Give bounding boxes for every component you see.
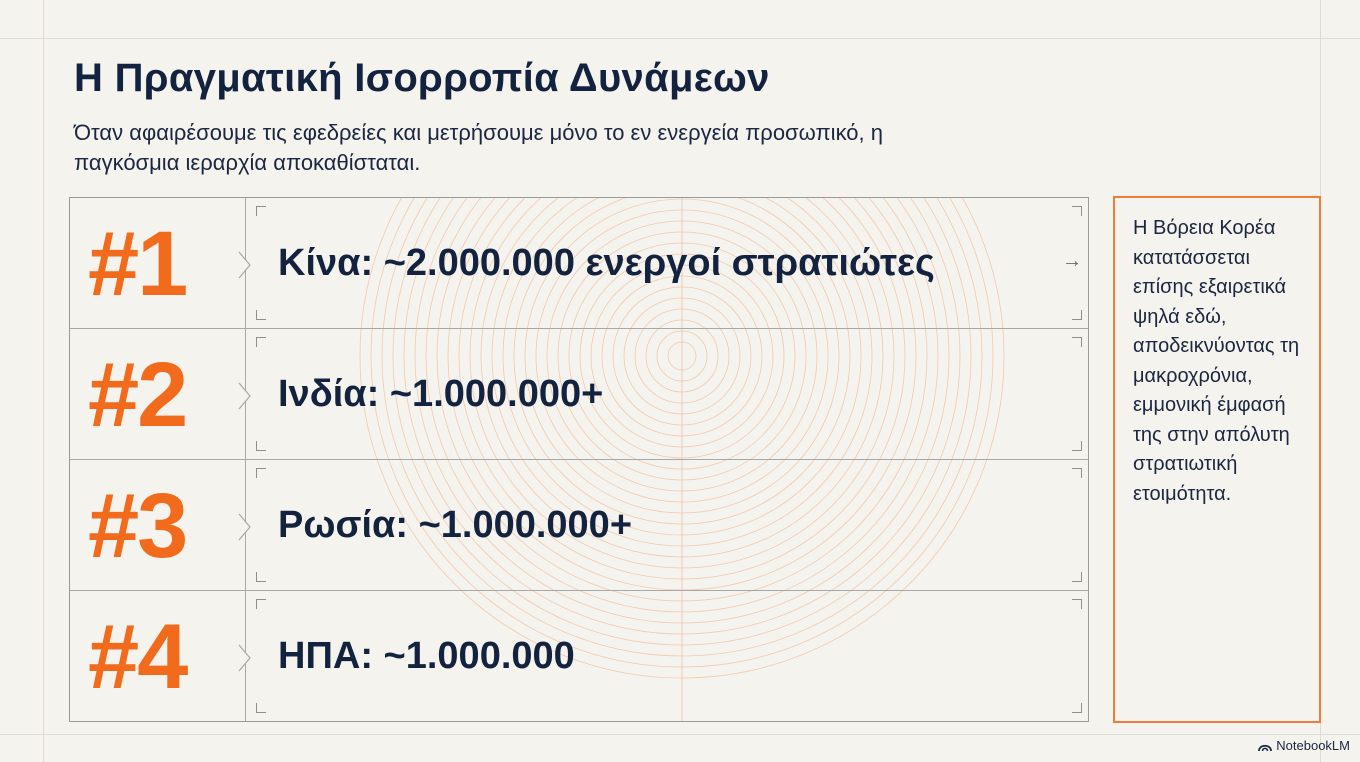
ranking-row: #3 Ρωσία: ~1.000.000+ [70,460,1088,591]
ranking-label: Κίνα: ~2.000.000 ενεργοί στρατιώτες [278,242,935,284]
rank-cell: #3 [70,460,246,590]
notebooklm-logo-icon [1258,744,1273,751]
corner-mark [256,599,266,609]
corner-mark [1072,599,1082,609]
ranking-table: #1 Κίνα: ~2.000.000 ενεργοί στρατιώτες →… [69,197,1089,722]
corner-mark [256,703,266,713]
chevron-right-icon [238,382,251,410]
brand-label: NotebookLM [1276,738,1350,753]
slide-title: Η Πραγματική Ισορροπία Δυνάμεων [74,56,770,100]
rank-cell: #4 [70,591,246,721]
rank-number: #4 [88,606,188,708]
corner-mark [1072,441,1082,451]
corner-mark [256,468,266,478]
guide-line [0,38,1360,39]
corner-mark [1072,310,1082,320]
corner-mark [256,572,266,582]
ranking-row: #2 Ινδία: ~1.000.000+ [70,329,1088,460]
notebooklm-watermark: NotebookLM [1258,738,1350,753]
corner-mark [256,441,266,451]
rank-number: #3 [88,475,188,577]
guide-line [43,0,44,762]
ranking-row: #1 Κίνα: ~2.000.000 ενεργοί στρατιώτες → [70,198,1088,329]
rank-cell: #1 [70,198,246,328]
ranking-label: ΗΠΑ: ~1.000.000 [278,635,575,677]
ranking-row: #4 ΗΠΑ: ~1.000.000 [70,591,1088,721]
rank-cell: #2 [70,329,246,459]
note-callout: Η Βόρεια Κορέα κατατάσσεται επίσης εξαιρ… [1113,196,1321,723]
guide-line [0,734,1360,735]
corner-mark [1072,572,1082,582]
rank-number: #2 [88,344,188,446]
chevron-right-icon [238,644,251,672]
corner-mark [1072,337,1082,347]
ranking-label: Ινδία: ~1.000.000+ [278,373,604,415]
ranking-label: Ρωσία: ~1.000.000+ [278,504,633,546]
corner-mark [256,206,266,216]
corner-mark [256,337,266,347]
chevron-right-icon [238,513,251,541]
slide-subtitle: Όταν αφαιρέσουμε τις εφεδρείες και μετρή… [74,120,883,175]
corner-mark [1072,206,1082,216]
concentric-circles-pattern [359,198,1005,721]
corner-mark [1072,468,1082,478]
chevron-right-icon [238,251,251,279]
rank-number: #1 [88,213,188,315]
arrow-right-icon: → [1062,250,1082,272]
note-text: Η Βόρεια Κορέα κατατάσσεται επίσης εξαιρ… [1133,217,1300,505]
corner-mark [1072,703,1082,713]
corner-mark [256,310,266,320]
